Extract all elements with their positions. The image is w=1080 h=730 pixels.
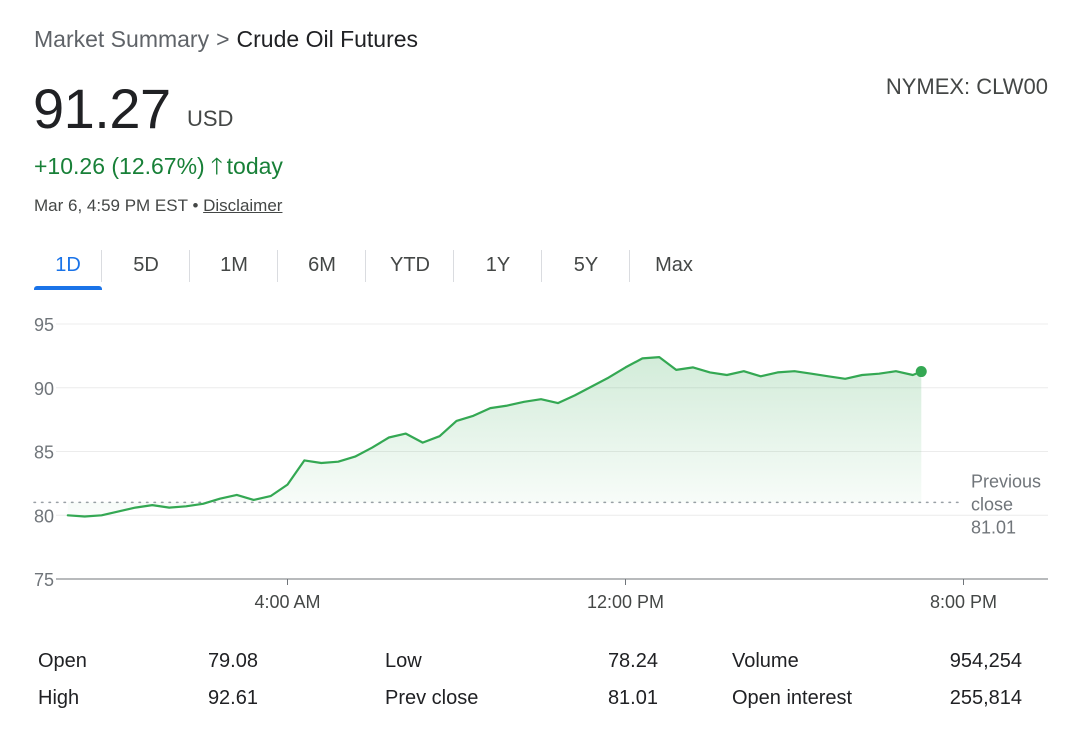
stat-value-prev-close: 81.01 (607, 687, 658, 709)
stat-value-low: 78.24 (607, 650, 658, 672)
stat-label-open: Open (38, 650, 87, 672)
tab-1m[interactable]: 1M (190, 244, 278, 286)
tab-label: 1M (220, 254, 248, 276)
change-period: today (226, 153, 283, 179)
tab-divider (101, 250, 102, 282)
range-tabs: 1D 5D 1M 6M YTD 1Y 5Y Max (34, 244, 718, 290)
stat-label-high: High (38, 687, 80, 709)
exchange-symbol: NYMEX: CLW00 (885, 74, 1048, 99)
y-tick-label: 80 (34, 506, 54, 526)
tab-label: Max (655, 254, 693, 276)
previous-close-label: 81.01 (971, 517, 1016, 537)
tab-6m[interactable]: 6M (278, 244, 366, 286)
current-price: 91.27 (33, 77, 171, 140)
y-tick-label: 85 (34, 443, 54, 463)
price-area (67, 357, 922, 517)
y-tick-label: 75 (34, 570, 54, 590)
tab-label: YTD (390, 254, 430, 276)
tab-max[interactable]: Max (630, 244, 718, 286)
tab-1d[interactable]: 1D (34, 244, 102, 290)
quote-timestamp: Mar 6, 4:59 PM EST (34, 196, 188, 215)
tab-divider (453, 250, 454, 282)
tab-label: 5D (133, 254, 159, 276)
stat-label-volume: Volume (732, 650, 799, 672)
stat-value-open: 79.08 (207, 650, 258, 672)
tab-divider (365, 250, 366, 282)
price-chart[interactable]: 75 80 85 90 95 4:00 AM 12:00 PM 8:00 PM Previous… (0, 300, 1080, 620)
last-price-point (915, 366, 927, 378)
stat-label-open-interest: Open interest (732, 687, 853, 709)
change-value: +10.26 (12.67%) (34, 153, 205, 179)
tab-divider (189, 250, 190, 282)
stat-value-volume: 954,254 (949, 650, 1022, 672)
active-tab-indicator (34, 286, 102, 290)
tab-5d[interactable]: 5D (102, 244, 190, 286)
breadcrumb: Market Summary > Crude Oil Futures (34, 26, 418, 53)
previous-close-label: Previous (971, 471, 1041, 491)
tab-ytd[interactable]: YTD (366, 244, 454, 286)
y-tick-label: 90 (34, 379, 54, 399)
currency-label: USD (187, 106, 234, 131)
breadcrumb-current: Crude Oil Futures (236, 26, 419, 52)
price-change: +10.26 (12.67%) 🡑 today (34, 150, 283, 189)
stat-value-open-interest: 255,814 (949, 687, 1022, 709)
x-tick-label: 4:00 AM (254, 592, 320, 612)
stat-label-prev-close: Prev close (385, 687, 479, 709)
previous-close-label: close (971, 494, 1013, 514)
tab-label: 1D (55, 254, 81, 276)
tab-5y[interactable]: 5Y (542, 244, 630, 286)
x-tick-label: 12:00 PM (587, 592, 664, 612)
up-arrow-icon: 🡑 (210, 153, 223, 179)
breadcrumb-separator: > (216, 26, 230, 52)
meta-dot: • (192, 196, 199, 215)
price-line (66, 356, 923, 518)
stat-value-high: 92.61 (207, 687, 258, 709)
tab-label: 5Y (573, 254, 599, 276)
y-tick-label: 95 (34, 315, 54, 335)
tab-divider (541, 250, 542, 282)
breadcrumb-root-link[interactable]: Market Summary (34, 26, 210, 52)
quote-meta: Mar 6, 4:59 PM EST • Disclaimer (34, 196, 282, 216)
x-tick-label: 8:00 PM (930, 592, 997, 612)
stat-label-low: Low (385, 650, 422, 672)
disclaimer-link[interactable]: Disclaimer (203, 196, 283, 215)
tab-divider (629, 250, 630, 282)
tab-divider (277, 250, 278, 282)
tab-label: 1Y (485, 254, 511, 276)
tab-1y[interactable]: 1Y (454, 244, 542, 286)
tab-label: 6M (308, 254, 336, 276)
